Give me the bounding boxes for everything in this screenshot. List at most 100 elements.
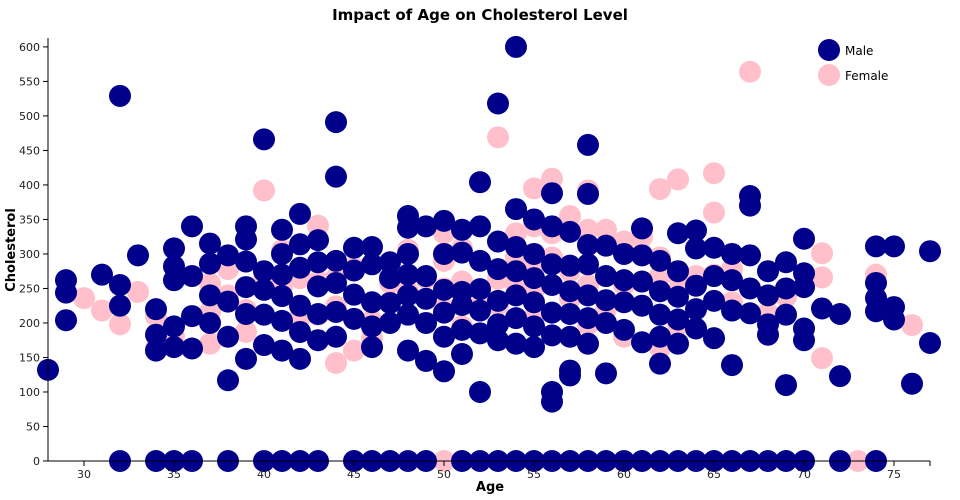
data-point-male	[163, 336, 185, 359]
data-point-male	[595, 265, 617, 288]
data-point-male	[649, 303, 671, 326]
y-tick-label: 200	[19, 317, 40, 330]
data-point-male	[631, 217, 653, 240]
x-tick-label: 55	[527, 468, 541, 481]
data-point-male	[829, 365, 851, 388]
data-point-male	[55, 281, 77, 304]
data-point-female	[127, 280, 149, 303]
data-point-male	[307, 302, 329, 325]
data-point-male	[289, 294, 311, 317]
data-point-male	[505, 307, 527, 330]
data-point-male	[649, 352, 671, 375]
data-point-male	[541, 324, 563, 347]
data-point-male	[595, 362, 617, 385]
data-point-male	[505, 260, 527, 283]
data-point-male	[199, 232, 221, 255]
data-point-male	[775, 277, 797, 300]
data-point-male	[235, 228, 257, 251]
data-point-male	[451, 318, 473, 341]
y-tick-label: 100	[19, 386, 40, 399]
x-tick-label: 45	[347, 468, 361, 481]
data-point-male	[127, 244, 149, 267]
data-point-male	[433, 360, 455, 383]
data-point-male	[253, 128, 275, 151]
data-point-male	[379, 311, 401, 334]
data-point-male	[541, 301, 563, 324]
data-point-male	[523, 267, 545, 290]
data-point-female	[487, 126, 509, 149]
data-point-male	[415, 311, 437, 334]
data-point-male	[415, 265, 437, 288]
data-point-male	[253, 278, 275, 301]
data-point-male	[289, 202, 311, 225]
data-point-male	[883, 235, 905, 258]
data-points	[37, 35, 941, 472]
data-point-male	[235, 276, 257, 299]
x-axis-ticks: 30 35 40 45 50 55 60 65 70 75	[77, 461, 931, 481]
data-point-male	[163, 269, 185, 292]
data-point-male	[739, 194, 761, 217]
data-point-male	[829, 302, 851, 325]
data-point-male	[109, 274, 131, 297]
data-point-male	[217, 369, 239, 392]
data-point-male	[271, 242, 293, 265]
data-point-male	[703, 289, 725, 312]
data-point-male	[55, 309, 77, 332]
data-point-male	[703, 236, 725, 259]
y-tick-label: 0	[33, 455, 40, 468]
data-point-male	[181, 265, 203, 288]
data-point-male	[451, 241, 473, 264]
data-point-male	[433, 242, 455, 265]
data-point-male	[541, 253, 563, 276]
data-point-male	[757, 284, 779, 307]
y-axis-label: Cholesterol	[4, 208, 19, 292]
data-point-female	[73, 287, 95, 310]
data-point-male	[91, 263, 113, 286]
data-point-male	[613, 291, 635, 314]
data-point-male	[505, 198, 527, 221]
data-point-male	[577, 133, 599, 156]
data-point-male	[469, 215, 491, 238]
data-point-male	[379, 267, 401, 290]
data-point-male	[343, 236, 365, 259]
data-point-male	[433, 209, 455, 232]
data-point-male	[469, 249, 491, 272]
data-point-male	[235, 250, 257, 273]
data-point-male	[721, 269, 743, 292]
data-point-male	[919, 331, 941, 354]
data-point-male	[289, 320, 311, 343]
x-tick-label: 35	[167, 468, 181, 481]
data-point-male	[217, 325, 239, 348]
data-point-male	[559, 280, 581, 303]
data-point-male	[433, 301, 455, 324]
y-tick-label: 500	[19, 110, 40, 123]
data-point-male	[631, 270, 653, 293]
data-point-male	[649, 280, 671, 303]
data-point-male	[469, 322, 491, 345]
data-point-male	[109, 294, 131, 317]
data-point-male	[541, 215, 563, 238]
data-point-male	[595, 289, 617, 312]
data-point-male	[559, 325, 581, 348]
data-point-male	[289, 256, 311, 279]
data-point-male	[361, 236, 383, 259]
data-point-male	[595, 311, 617, 334]
axes	[47, 38, 930, 462]
data-point-male	[685, 317, 707, 340]
data-point-male	[199, 252, 221, 275]
data-point-female	[91, 299, 113, 322]
data-point-male	[361, 315, 383, 338]
data-point-female	[703, 201, 725, 224]
data-point-male	[325, 165, 347, 188]
y-tick-label: 600	[19, 41, 40, 54]
data-point-male	[667, 308, 689, 331]
data-point-male	[469, 278, 491, 301]
data-point-female	[199, 332, 221, 355]
data-point-male	[559, 254, 581, 277]
data-point-male	[793, 227, 815, 250]
data-point-male	[703, 327, 725, 350]
data-point-male	[325, 271, 347, 294]
x-tick-label: 65	[707, 468, 721, 481]
data-point-male	[541, 274, 563, 297]
data-point-male	[145, 298, 167, 321]
